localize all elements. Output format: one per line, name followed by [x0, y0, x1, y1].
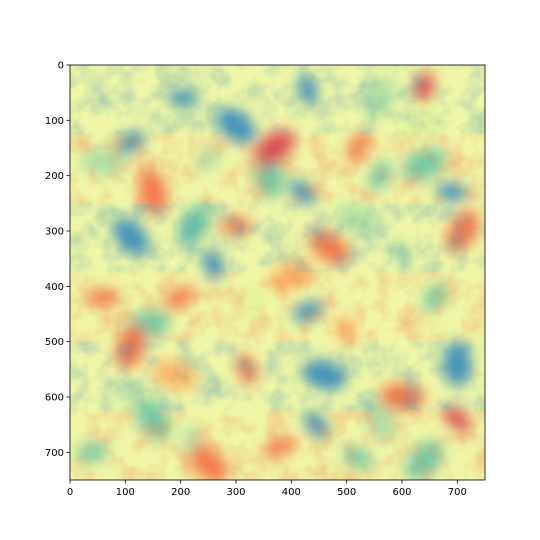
x-tick-label: 600: [392, 487, 411, 498]
heatmap-texture-patch: [70, 203, 485, 273]
heatmap-texture-layer: [70, 65, 485, 480]
y-tick-label: 300: [45, 227, 64, 238]
x-tick-label: 500: [337, 487, 356, 498]
y-tick-label: 0: [58, 61, 64, 72]
heatmap-image: [70, 65, 485, 480]
x-tick-label: 300: [226, 487, 245, 498]
x-tick-label: 0: [67, 487, 73, 498]
x-tick-label: 100: [116, 487, 135, 498]
x-tick-label: 700: [448, 487, 467, 498]
y-axis: 0 100 200 300 400 500 600 700: [45, 61, 70, 459]
plot-frame: [69, 64, 486, 481]
y-tick-label: 700: [45, 448, 64, 459]
x-tick-label: 400: [282, 487, 301, 498]
y-tick-label: 100: [45, 116, 64, 127]
heatmap-texture-patch: [70, 410, 485, 480]
heatmap-texture-patch: [70, 134, 485, 204]
y-tick-label: 400: [45, 282, 64, 293]
x-axis: 0 100 200 300 400 500 600 700: [67, 480, 467, 498]
y-tick-label: 600: [45, 393, 64, 404]
y-tick-label: 500: [45, 337, 64, 348]
x-tick-label: 200: [171, 487, 190, 498]
heatmap-texture-patch: [70, 272, 485, 342]
heatmap-texture-patch: [70, 341, 485, 411]
y-tick-label: 200: [45, 171, 64, 182]
heatmap-texture-patch: [70, 65, 485, 135]
